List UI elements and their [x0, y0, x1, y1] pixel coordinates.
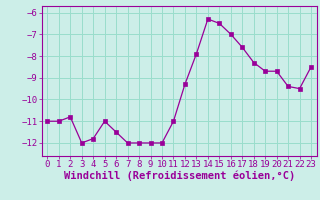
X-axis label: Windchill (Refroidissement éolien,°C): Windchill (Refroidissement éolien,°C)	[64, 171, 295, 181]
